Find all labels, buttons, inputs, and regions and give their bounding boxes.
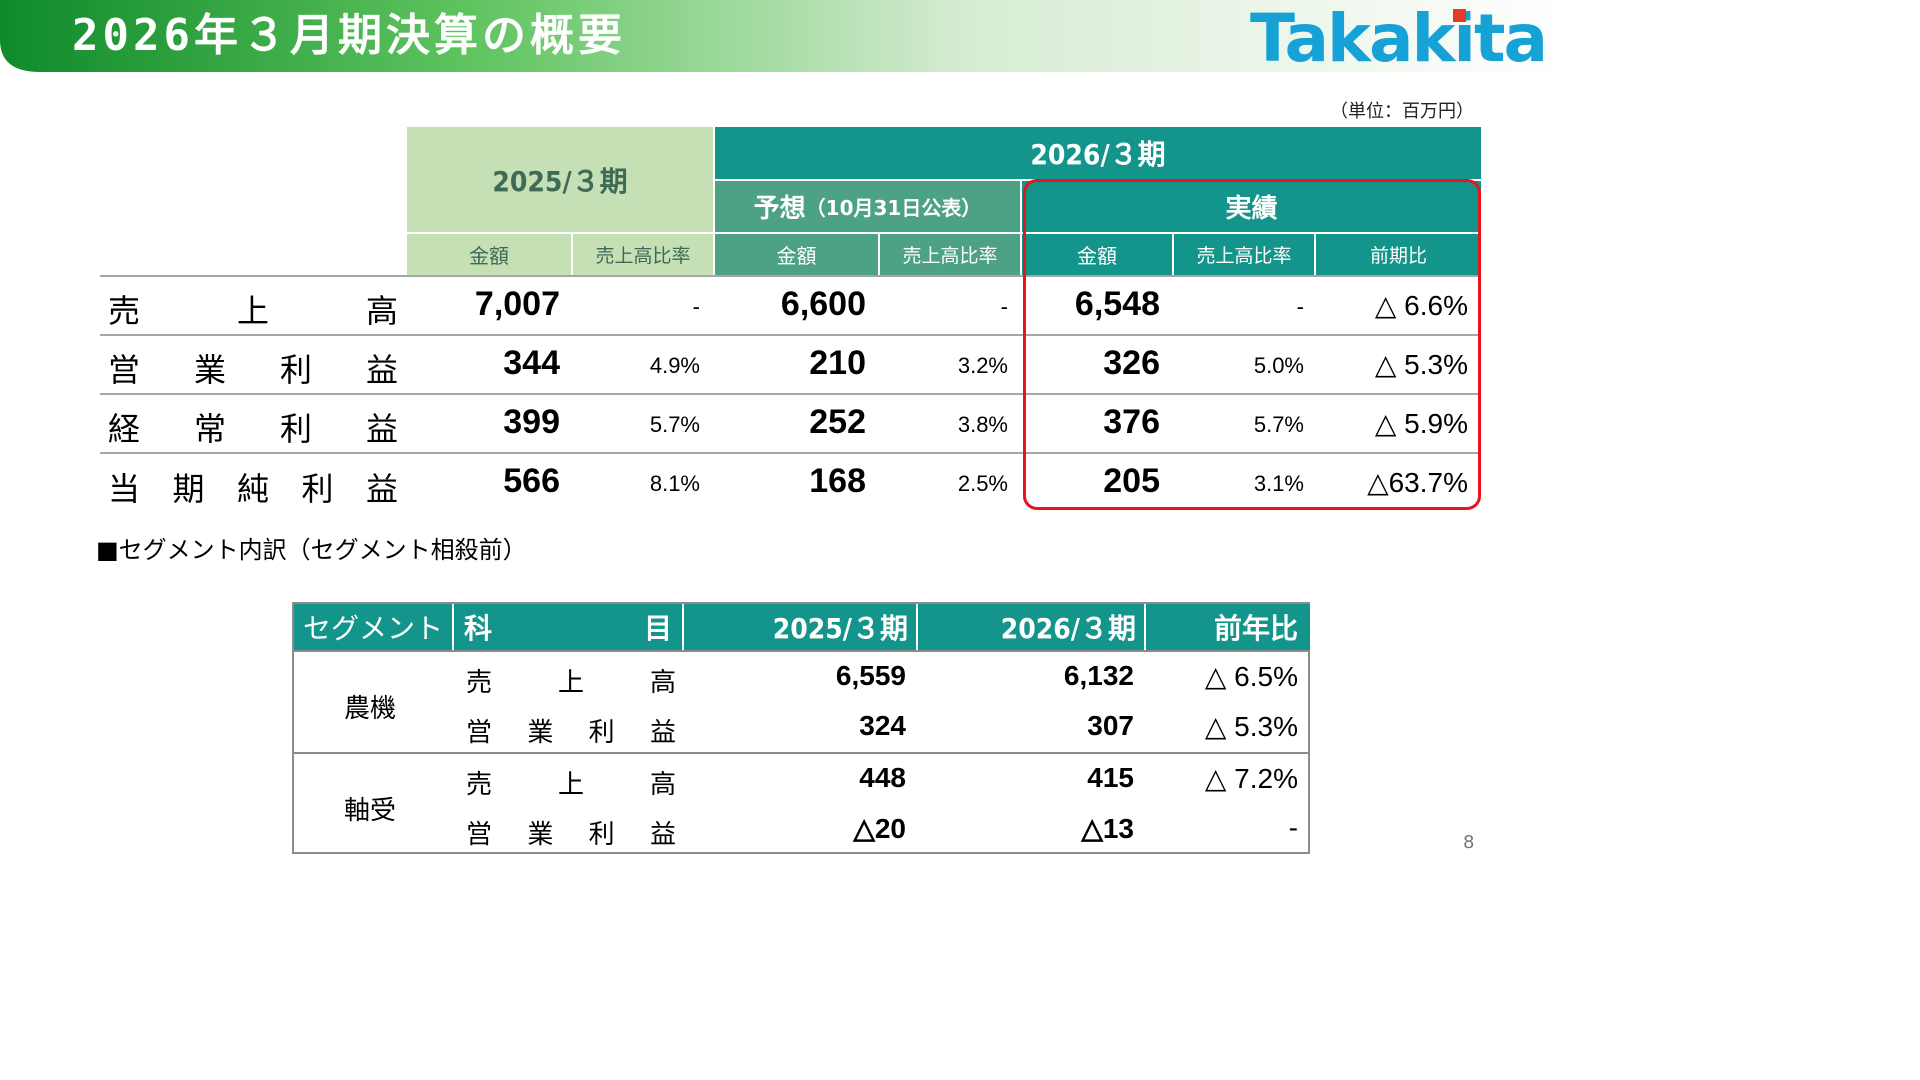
- agri-op-label: 営業利益: [466, 718, 676, 748]
- header-segment: セグメント: [294, 604, 452, 650]
- actual-highlight-frame: [1023, 179, 1481, 510]
- header-actual-amount: 金額: [1022, 234, 1172, 275]
- header-divider: [682, 604, 684, 650]
- segment-caption: ■セグメント内訳（セグメント相殺前）: [96, 536, 527, 564]
- op-actual-amount: 326: [1103, 344, 1160, 382]
- header-item-a: 科: [464, 604, 494, 650]
- sales-fy2025-amount: 7,007: [474, 285, 560, 323]
- sales-fy2025-ratio: -: [692, 294, 700, 319]
- header-forecast-amount: 金額: [715, 234, 878, 275]
- header-fy2025-ratio: 売上高比率: [573, 234, 713, 275]
- ord-forecast-ratio: 3.8%: [957, 412, 1008, 437]
- net-fy2025-ratio: 8.1%: [649, 471, 700, 496]
- bearing-sales-fy2026: 415: [1087, 762, 1134, 793]
- row-label-net-income: 当期純利益: [108, 470, 398, 508]
- net-fy2025-amount: 566: [503, 462, 560, 500]
- header-fy2025: 2025/３期: [407, 127, 713, 232]
- bearing-sales-label: 売上高: [466, 770, 676, 800]
- header-bottom-line: [294, 650, 1310, 652]
- row-label-sales: 売上高: [108, 292, 398, 330]
- title-bar-background: [0, 0, 1568, 72]
- header-actual: 実績: [1022, 181, 1481, 232]
- forecast-label: 予想: [753, 194, 806, 224]
- header-divider: [452, 604, 454, 650]
- header-seg-fy2025: 2025/３期: [686, 604, 908, 650]
- agri-op-fy2025: 324: [859, 710, 906, 741]
- net-forecast-amount: 168: [809, 462, 866, 500]
- segment-name-agri: 農機: [344, 694, 397, 724]
- header-divider: [916, 604, 918, 650]
- agri-sales-yoy: △ 6.5%: [1204, 661, 1298, 692]
- op-actual-ratio: 5.0%: [1253, 353, 1304, 378]
- ord-fy2025-ratio: 5.7%: [649, 412, 700, 437]
- header-fy2025-amount: 金額: [407, 234, 571, 275]
- row-divider: [100, 275, 1481, 277]
- agri-op-yoy: △ 5.3%: [1204, 711, 1298, 742]
- logo-dot: [1453, 9, 1466, 22]
- agri-op-fy2026: 307: [1087, 710, 1134, 741]
- op-forecast-amount: 210: [809, 344, 866, 382]
- agri-sales-label: 売上高: [466, 668, 676, 698]
- header-forecast: 予想 （10月31日公表）: [715, 181, 1020, 232]
- header-actual-ratio: 売上高比率: [1174, 234, 1314, 275]
- forecast-note: （10月31日公表）: [805, 196, 982, 220]
- header-actual-yoy: 前期比: [1316, 234, 1481, 275]
- ord-fy2025-amount: 399: [503, 403, 560, 441]
- segment-table: セグメント 科 目 2025/３期 2026/３期 前年比 農機 売上高 6,5…: [292, 602, 1310, 854]
- row-divider: [100, 334, 1481, 336]
- page-number: 8: [1463, 832, 1475, 853]
- unit-note: （単位：百万円）: [1330, 101, 1474, 122]
- page-title: 2026年３月期決算の概要: [72, 10, 626, 61]
- sales-actual-ratio: -: [1296, 294, 1304, 319]
- row-divider: [100, 393, 1481, 395]
- row-label-ordinary-profit: 経常利益: [108, 410, 398, 448]
- op-fy2025-amount: 344: [503, 344, 560, 382]
- sales-actual-amount: 6,548: [1074, 285, 1160, 323]
- op-forecast-ratio: 3.2%: [957, 353, 1008, 378]
- header-seg-fy2026: 2026/３期: [920, 604, 1136, 650]
- ord-actual-amount: 376: [1103, 403, 1160, 441]
- segment-name-bearing: 軸受: [344, 796, 397, 826]
- bearing-op-fy2025: △20: [853, 813, 906, 844]
- header-forecast-ratio: 売上高比率: [880, 234, 1020, 275]
- ord-forecast-amount: 252: [809, 403, 866, 441]
- sales-forecast-amount: 6,600: [780, 285, 866, 323]
- op-yoy: △ 5.3%: [1374, 349, 1468, 380]
- bearing-op-yoy: -: [1288, 812, 1298, 843]
- sales-forecast-ratio: -: [1000, 294, 1008, 319]
- header-fy2026: 2026/３期: [715, 127, 1481, 179]
- bearing-op-label: 営業利益: [466, 820, 676, 850]
- net-actual-amount: 205: [1103, 462, 1160, 500]
- row-divider: [100, 452, 1481, 454]
- company-logo: Takakita: [1250, 0, 1548, 77]
- row-label-operating-profit: 営業利益: [108, 351, 398, 389]
- ord-actual-ratio: 5.7%: [1253, 412, 1304, 437]
- header-divider: [1144, 604, 1146, 650]
- bearing-sales-fy2025: 448: [859, 762, 906, 793]
- net-forecast-ratio: 2.5%: [957, 471, 1008, 496]
- sales-yoy: △ 6.6%: [1374, 290, 1468, 321]
- group-divider: [294, 752, 1310, 754]
- bearing-op-fy2026: △13: [1081, 813, 1134, 844]
- header-seg-yoy: 前年比: [1148, 604, 1298, 650]
- op-fy2025-ratio: 4.9%: [649, 353, 700, 378]
- agri-sales-fy2025: 6,559: [835, 660, 906, 691]
- header-item-b: 目: [644, 604, 674, 650]
- ord-yoy: △ 5.9%: [1374, 408, 1468, 439]
- bearing-sales-yoy: △ 7.2%: [1204, 763, 1298, 794]
- net-yoy: △63.7%: [1367, 467, 1468, 498]
- title-bar: [0, 0, 1568, 72]
- net-actual-ratio: 3.1%: [1253, 471, 1304, 496]
- agri-sales-fy2026: 6,132: [1063, 660, 1134, 691]
